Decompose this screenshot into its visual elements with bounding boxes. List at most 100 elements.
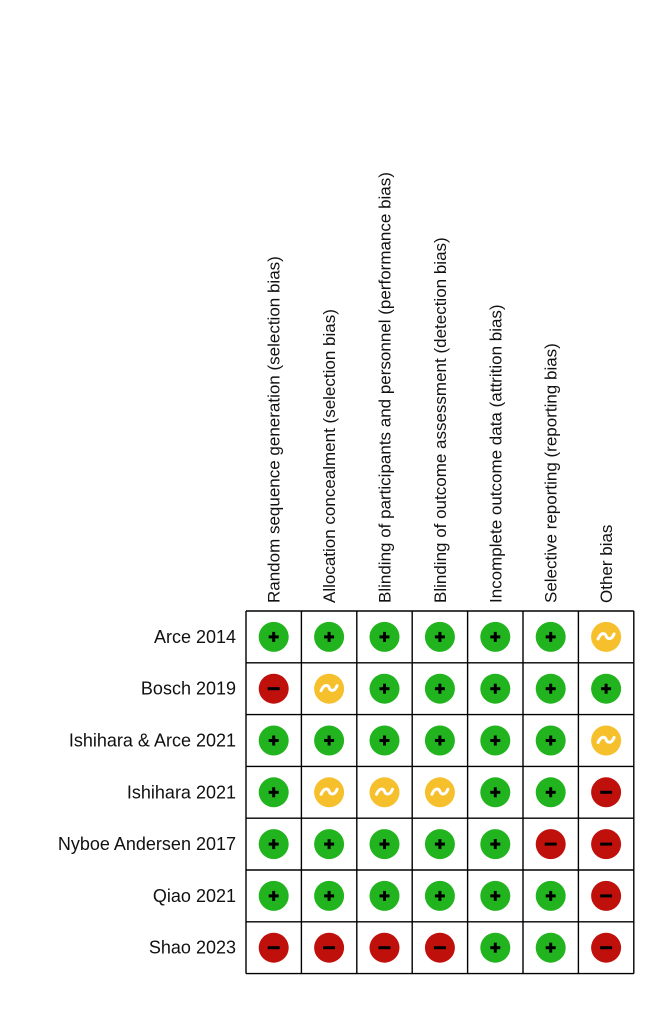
plus-bar-vertical <box>272 890 276 901</box>
mark-high-risk <box>369 932 400 963</box>
minus-symbol <box>433 946 446 950</box>
mark-high-risk <box>591 932 622 963</box>
judgement-marks <box>258 621 622 963</box>
plus-bar-vertical <box>383 890 386 901</box>
plus-symbol <box>324 631 335 642</box>
plus-bar-vertical <box>549 735 553 746</box>
plus-bar-vertical <box>493 942 497 953</box>
plus-symbol <box>268 787 279 798</box>
mark-high-risk <box>591 829 622 860</box>
tilde-symbol <box>319 787 339 796</box>
mark-low-risk <box>369 673 400 704</box>
mark-high-risk <box>591 880 622 911</box>
mark-low-risk <box>535 673 566 704</box>
grid <box>245 610 635 975</box>
mark-low-risk <box>480 621 511 652</box>
plus-bar-vertical <box>604 683 608 694</box>
mark-low-risk <box>258 880 289 911</box>
plus-bar-vertical <box>493 890 497 901</box>
row-label: Qiao 2021 <box>153 886 236 906</box>
mark-low-risk <box>314 621 345 652</box>
mark-low-risk <box>314 725 345 756</box>
mark-unclear-risk <box>314 673 345 704</box>
tilde-symbol <box>319 683 339 693</box>
mark-low-risk <box>480 880 511 911</box>
plus-bar-vertical <box>493 735 497 746</box>
plus-symbol <box>379 735 390 746</box>
plus-bar-vertical <box>438 683 442 694</box>
plus-bar-vertical <box>549 787 553 798</box>
mark-low-risk <box>258 777 289 808</box>
plus-bar-vertical <box>493 839 497 850</box>
plus-symbol <box>324 839 335 850</box>
minus-symbol <box>600 894 613 898</box>
plus-symbol <box>601 683 612 694</box>
minus-symbol <box>600 790 613 794</box>
mark-low-risk <box>258 829 289 860</box>
plus-bar-vertical <box>549 683 553 694</box>
row-label: Arce 2014 <box>154 627 236 647</box>
minus-symbol <box>378 946 391 950</box>
mark-low-risk <box>258 621 289 652</box>
minus-symbol <box>600 842 613 846</box>
plus-bar-vertical <box>383 631 386 642</box>
mark-low-risk <box>480 829 511 860</box>
mark-unclear-risk <box>314 777 345 808</box>
plus-symbol <box>379 683 390 694</box>
mark-low-risk <box>535 932 566 963</box>
mark-low-risk <box>369 725 400 756</box>
plus-bar-vertical <box>272 787 276 798</box>
tilde-symbol <box>375 787 394 796</box>
plus-symbol <box>434 683 445 694</box>
plus-symbol <box>324 735 335 746</box>
mark-low-risk <box>258 725 289 756</box>
plus-bar-vertical <box>438 735 442 746</box>
mark-low-risk <box>369 829 400 860</box>
column-label: Blinding of participants and personnel (… <box>376 172 395 603</box>
mark-low-risk <box>480 673 511 704</box>
mark-low-risk <box>424 673 455 704</box>
mark-low-risk <box>480 725 511 756</box>
plus-symbol <box>545 683 556 694</box>
mark-high-risk <box>535 829 566 860</box>
plus-bar-vertical <box>272 631 276 642</box>
column-label: Blinding of outcome assessment (detectio… <box>431 237 450 603</box>
plus-symbol <box>268 890 279 901</box>
plus-symbol <box>434 735 445 746</box>
plus-symbol <box>490 787 501 798</box>
plus-symbol <box>545 631 556 642</box>
plus-symbol <box>545 787 556 798</box>
minus-symbol <box>267 946 280 950</box>
plus-bar-vertical <box>383 839 386 850</box>
mark-low-risk <box>480 932 511 963</box>
mark-high-risk <box>314 932 345 963</box>
mark-low-risk <box>424 725 455 756</box>
plus-symbol <box>379 631 390 642</box>
mark-unclear-risk <box>424 777 455 808</box>
column-label: Allocation concealment (selection bias) <box>320 309 339 603</box>
mark-low-risk <box>480 777 511 808</box>
plus-symbol <box>268 839 279 850</box>
mark-low-risk <box>535 621 566 652</box>
mark-low-risk <box>424 880 455 911</box>
tilde-symbol <box>596 735 616 744</box>
plus-bar-vertical <box>549 631 553 642</box>
mark-low-risk <box>369 621 400 652</box>
tilde-symbol <box>596 632 616 641</box>
mark-high-risk <box>424 932 455 963</box>
plus-bar-vertical <box>327 631 331 642</box>
plus-symbol <box>545 735 556 746</box>
column-label: Other bias <box>597 525 616 603</box>
plus-bar-vertical <box>493 787 497 798</box>
mark-unclear-risk <box>369 777 400 808</box>
plus-bar-vertical <box>493 631 497 642</box>
plus-bar-vertical <box>272 839 276 850</box>
plus-symbol <box>545 942 556 953</box>
column-labels: Random sequence generation (selection bi… <box>265 172 616 603</box>
row-labels: Arce 2014 Bosch 2019 Ishihara & Arce 2021 I… <box>58 627 236 958</box>
plus-bar-vertical <box>438 631 442 642</box>
minus-symbol <box>323 946 336 950</box>
mark-high-risk <box>258 673 289 704</box>
plus-bar-vertical <box>438 890 442 901</box>
